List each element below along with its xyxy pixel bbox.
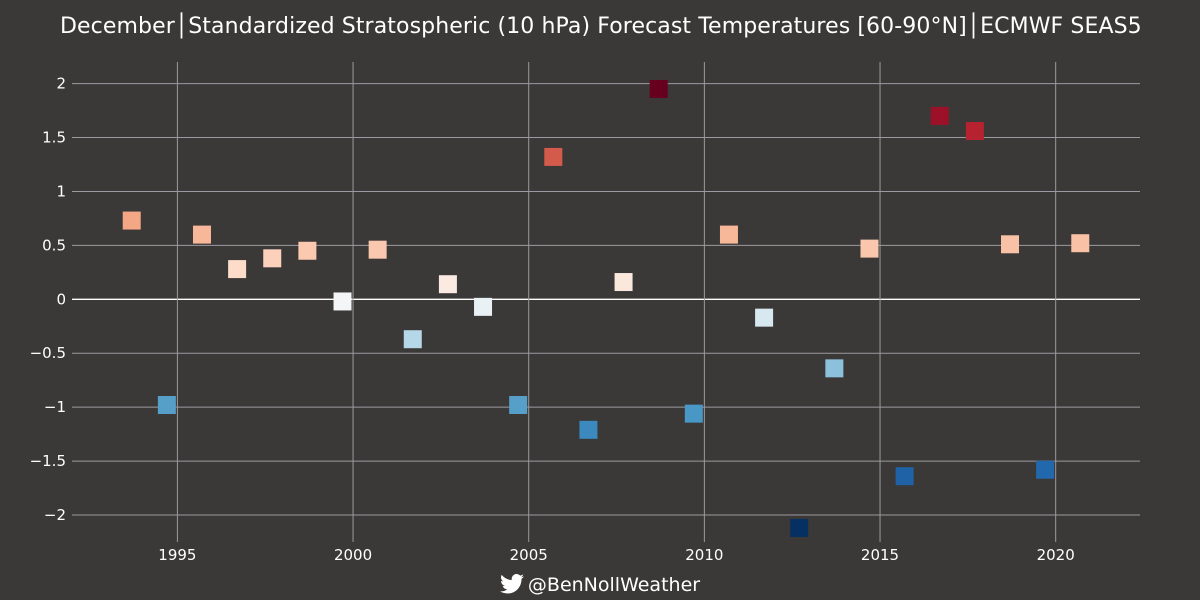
data-point bbox=[474, 297, 493, 316]
data-point bbox=[438, 275, 457, 294]
data-point bbox=[228, 260, 247, 279]
data-point bbox=[930, 106, 949, 125]
data-point bbox=[965, 122, 984, 141]
data-point bbox=[368, 240, 387, 259]
y-tick-label: −2 bbox=[44, 506, 66, 524]
x-tick-label: 2010 bbox=[685, 546, 723, 564]
data-point bbox=[895, 467, 914, 486]
y-tick-label: −0.5 bbox=[30, 344, 66, 362]
data-point bbox=[122, 211, 141, 230]
data-point bbox=[1036, 460, 1055, 479]
data-point bbox=[298, 241, 317, 260]
y-tick-label: −1.5 bbox=[30, 452, 66, 470]
data-point bbox=[790, 518, 809, 537]
data-point bbox=[825, 359, 844, 378]
credit: @BenNollWeather bbox=[0, 574, 1200, 596]
data-point bbox=[579, 420, 598, 439]
y-tick-label: −1 bbox=[44, 398, 66, 416]
y-tick-label: 0.5 bbox=[42, 236, 66, 254]
x-tick-label: 2015 bbox=[861, 546, 899, 564]
data-point bbox=[192, 225, 211, 244]
data-point bbox=[684, 404, 703, 423]
y-tick-label: 2 bbox=[56, 75, 66, 93]
grid-layer bbox=[72, 62, 1140, 542]
chart-title: December│Standardized Stratospheric (10 … bbox=[60, 14, 1142, 39]
y-tick-label: 1.5 bbox=[42, 129, 66, 147]
x-tick-label: 2000 bbox=[334, 546, 372, 564]
y-tick-label: 0 bbox=[56, 290, 66, 308]
data-point bbox=[614, 273, 633, 292]
data-point bbox=[333, 292, 352, 311]
data-point bbox=[1001, 235, 1020, 254]
x-tick-label: 2005 bbox=[510, 546, 548, 564]
data-point bbox=[649, 79, 668, 98]
data-point bbox=[544, 147, 563, 166]
x-tick-label: 2020 bbox=[1037, 546, 1075, 564]
twitter-bird-icon bbox=[499, 574, 524, 594]
data-point bbox=[1071, 234, 1090, 253]
data-point bbox=[860, 239, 879, 258]
y-tick-label: 1 bbox=[56, 182, 66, 200]
x-tick-label: 1995 bbox=[158, 546, 196, 564]
data-point bbox=[263, 249, 282, 268]
data-points bbox=[122, 79, 1090, 537]
data-point bbox=[719, 225, 738, 244]
axis-labels: 2 1.5 1 0.5 0 −0.5 −1 −1.5 −2 1995 2000 2005 2010 201… bbox=[30, 75, 1075, 564]
data-point bbox=[755, 308, 774, 327]
data-point bbox=[157, 396, 176, 415]
twitter-handle: @BenNollWeather bbox=[527, 574, 701, 596]
data-point bbox=[403, 330, 422, 349]
data-point bbox=[509, 396, 528, 415]
